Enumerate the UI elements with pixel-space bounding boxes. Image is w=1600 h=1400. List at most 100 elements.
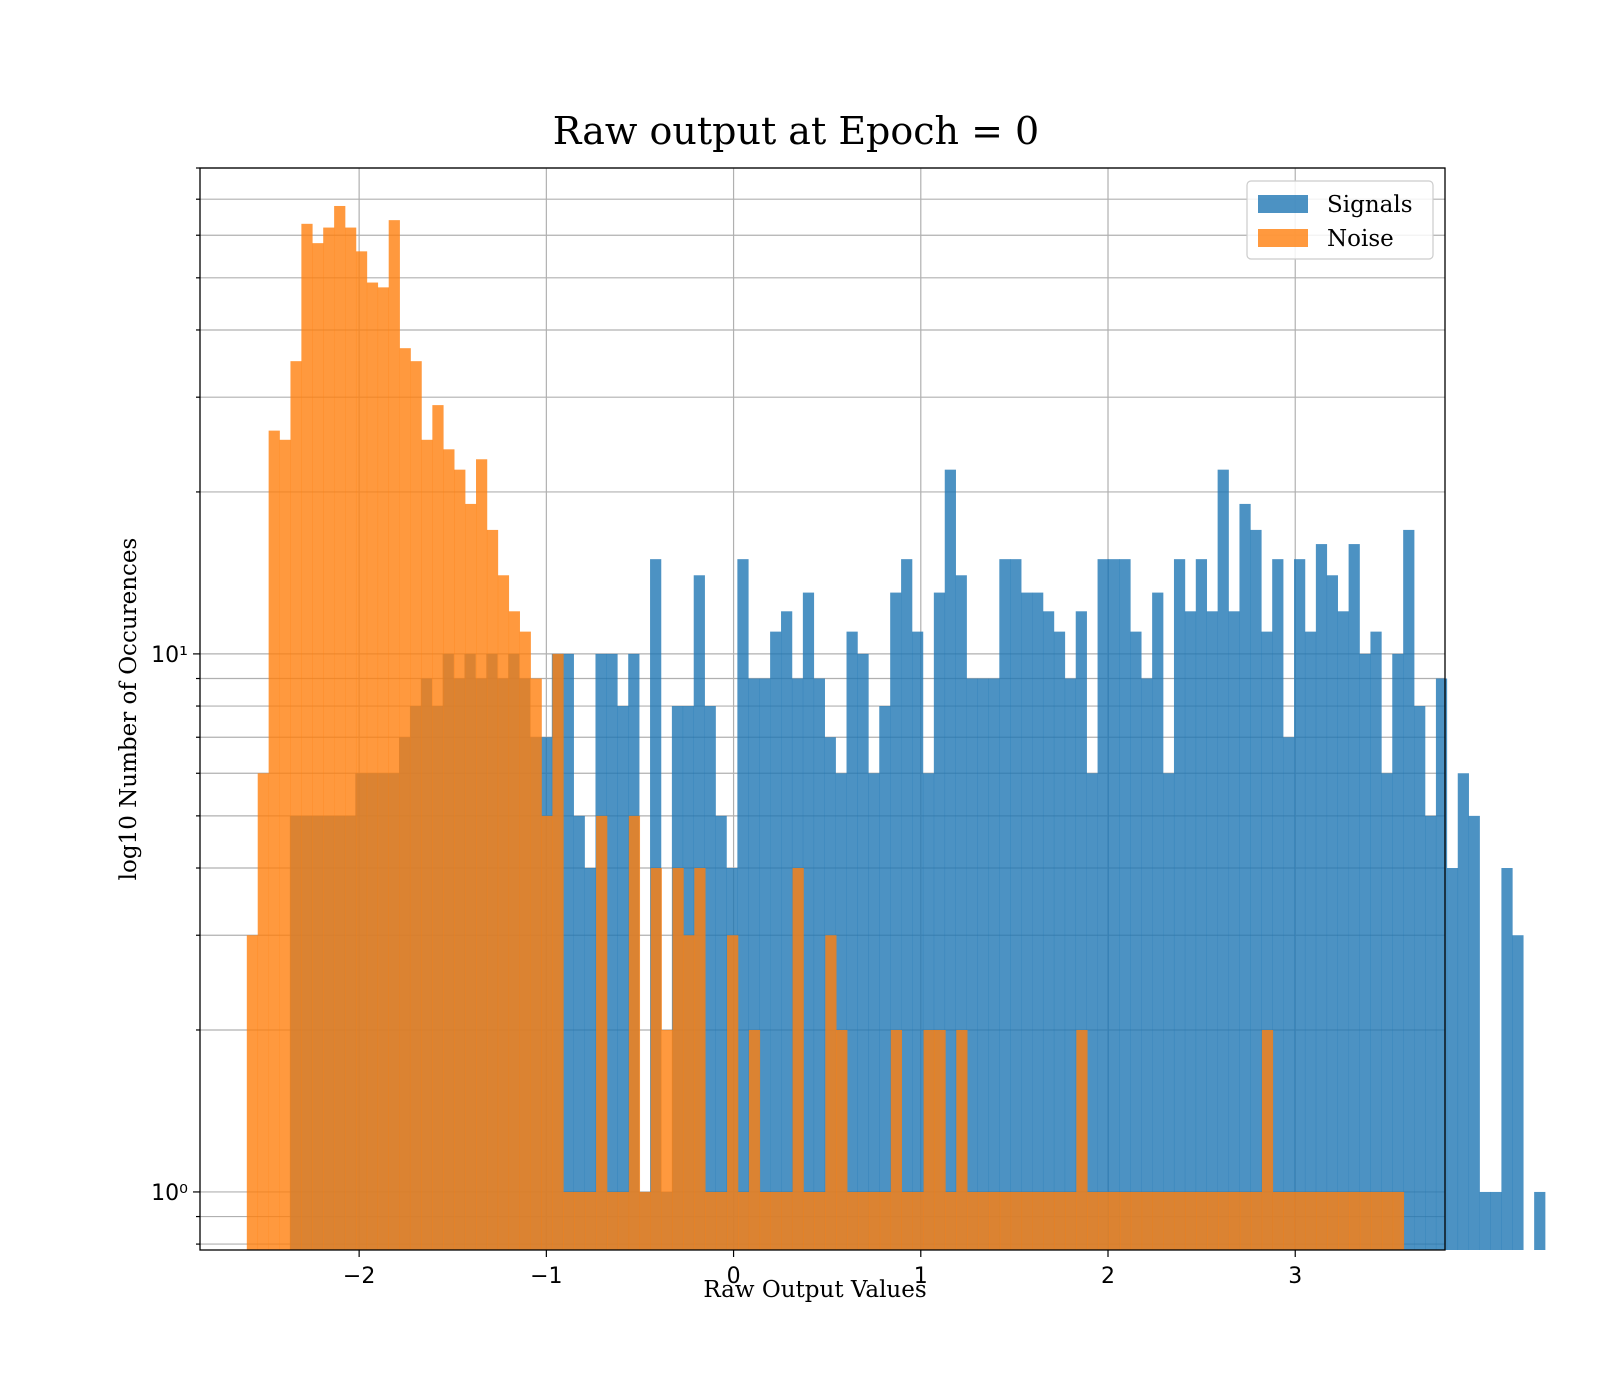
- bar-signals: [1512, 935, 1524, 1250]
- bar-noise: [792, 868, 804, 1250]
- bar-noise: [1381, 1191, 1394, 1250]
- bar-signals: [1446, 868, 1459, 1250]
- bar-signals: [1294, 559, 1306, 1250]
- bar-noise: [290, 361, 302, 1250]
- bar-signals: [977, 678, 989, 1250]
- bar-noise: [1338, 1191, 1350, 1250]
- bar-noise: [1054, 1191, 1066, 1250]
- bar-signals: [1381, 773, 1393, 1250]
- bar-noise: [650, 868, 662, 1250]
- bar-signals: [879, 706, 891, 1250]
- bar-signals: [1414, 706, 1426, 1250]
- bar-noise: [617, 1191, 630, 1250]
- bar-noise: [879, 1191, 892, 1250]
- bar-noise: [727, 935, 739, 1250]
- bar-signals: [1152, 592, 1164, 1250]
- x-tick-label: 1: [914, 1264, 928, 1289]
- bar-noise: [1185, 1191, 1197, 1250]
- bar-noise: [803, 1191, 815, 1250]
- bar-noise: [1218, 1191, 1230, 1250]
- bar-signals: [1435, 678, 1448, 1250]
- x-tick-label: 2: [1101, 1264, 1115, 1289]
- bar-noise: [759, 1191, 772, 1250]
- bar-noise: [836, 1029, 848, 1250]
- bar-noise: [541, 815, 553, 1250]
- bar-signals: [1086, 773, 1098, 1250]
- bar-signals: [1348, 544, 1360, 1250]
- legend-swatch-signals: [1258, 195, 1308, 213]
- bar-noise: [563, 1191, 575, 1250]
- bar-noise: [1316, 1191, 1328, 1250]
- bar-noise: [1392, 1191, 1405, 1250]
- bar-signals: [1304, 631, 1317, 1250]
- x-axis-ticks: −2 −1 0 1 2 3: [343, 1250, 1302, 1289]
- bar-noise: [366, 282, 379, 1250]
- bar-noise: [1076, 1029, 1088, 1250]
- bar-signals: [1425, 815, 1437, 1250]
- bar-noise: [1010, 1191, 1023, 1250]
- bar-noise: [1163, 1191, 1175, 1250]
- bar-noise: [825, 935, 837, 1250]
- bar-noise: [1174, 1191, 1186, 1250]
- bar-noise: [530, 678, 542, 1250]
- bar-signals: [704, 706, 716, 1250]
- bar-noise: [508, 611, 520, 1250]
- bar-noise: [410, 361, 422, 1250]
- bar-noise: [1087, 1191, 1099, 1250]
- bar-noise: [978, 1191, 990, 1250]
- series-noise-bars: [246, 205, 1405, 1251]
- bar-signals: [1261, 631, 1273, 1250]
- bar-noise: [901, 1191, 913, 1250]
- bar-noise: [1021, 1191, 1033, 1250]
- bar-signals: [781, 611, 793, 1250]
- bar-signals: [715, 815, 727, 1250]
- y-tick-label: 10⁰: [151, 1181, 188, 1206]
- bar-signals: [813, 678, 825, 1250]
- bar-signals: [966, 678, 978, 1250]
- bar-signals: [955, 575, 967, 1250]
- bar-signals: [1053, 631, 1066, 1250]
- bar-noise: [1065, 1191, 1077, 1250]
- bar-signals: [912, 631, 924, 1250]
- bar-noise: [268, 430, 280, 1250]
- bar-signals: [770, 631, 782, 1250]
- bar-signals: [617, 706, 629, 1250]
- bar-signals: [1250, 529, 1262, 1250]
- bar-noise: [1119, 1191, 1132, 1250]
- bar-signals: [1173, 559, 1186, 1250]
- legend-label-noise: Noise: [1327, 226, 1394, 252]
- x-tick-label: −1: [530, 1264, 562, 1289]
- bar-noise: [1098, 1191, 1110, 1250]
- bar-noise: [1207, 1191, 1219, 1250]
- bar-noise: [1283, 1191, 1295, 1250]
- bar-noise: [694, 868, 706, 1250]
- bar-noise: [1272, 1191, 1285, 1250]
- bar-signals: [890, 592, 902, 1250]
- bar-signals: [1239, 503, 1251, 1250]
- bar-noise: [923, 1029, 935, 1250]
- bar-signals: [1206, 611, 1218, 1250]
- bar-signals: [1337, 611, 1349, 1250]
- bar-noise: [552, 653, 564, 1250]
- bar-signals: [1119, 559, 1131, 1250]
- bar-signals: [562, 653, 574, 1250]
- bar-signals: [1108, 559, 1120, 1250]
- legend-label-signals: Signals: [1327, 192, 1413, 218]
- bar-noise: [1250, 1191, 1263, 1250]
- bar-noise: [257, 773, 269, 1250]
- bar-noise: [945, 1191, 957, 1250]
- histogram-bars: [246, 205, 1546, 1251]
- bar-signals: [1326, 575, 1338, 1250]
- bar-noise: [399, 348, 411, 1250]
- bar-noise: [770, 1191, 782, 1250]
- bar-signals: [1490, 1191, 1502, 1250]
- bar-noise: [814, 1191, 826, 1250]
- bar-signals: [1021, 592, 1033, 1250]
- bar-noise: [432, 405, 444, 1250]
- bar-noise: [705, 1191, 717, 1250]
- x-tick-label: −2: [343, 1264, 375, 1289]
- y-tick-label: 10¹: [151, 643, 188, 668]
- bar-noise: [454, 469, 466, 1250]
- bar-noise: [858, 1191, 870, 1250]
- bar-noise: [1032, 1191, 1044, 1250]
